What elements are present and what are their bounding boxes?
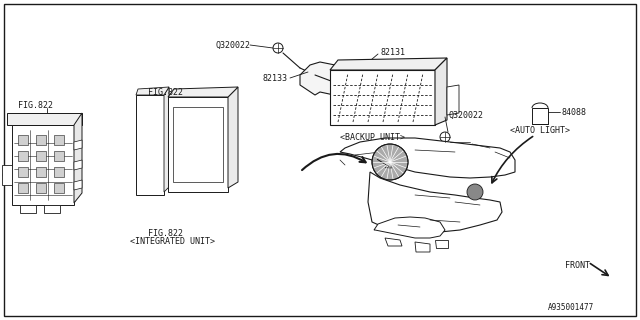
Text: 82133: 82133	[262, 74, 287, 83]
Polygon shape	[385, 238, 402, 246]
Polygon shape	[330, 58, 447, 70]
Text: 84088: 84088	[562, 108, 587, 116]
Polygon shape	[532, 108, 548, 124]
Text: Q320022: Q320022	[215, 41, 250, 50]
Text: FIG.822: FIG.822	[148, 87, 183, 97]
Polygon shape	[54, 183, 64, 193]
Polygon shape	[54, 167, 64, 177]
Polygon shape	[20, 205, 36, 213]
Polygon shape	[168, 97, 228, 192]
Polygon shape	[330, 70, 435, 125]
Polygon shape	[173, 107, 223, 182]
Text: Q320022: Q320022	[448, 110, 483, 119]
Polygon shape	[7, 113, 82, 125]
Polygon shape	[435, 240, 448, 248]
Polygon shape	[2, 165, 12, 185]
Polygon shape	[36, 183, 46, 193]
Polygon shape	[18, 151, 28, 161]
Polygon shape	[374, 217, 445, 238]
Polygon shape	[74, 113, 82, 203]
Polygon shape	[18, 167, 28, 177]
Polygon shape	[36, 167, 46, 177]
Text: <BACKUP UNIT>: <BACKUP UNIT>	[340, 132, 405, 141]
Polygon shape	[36, 135, 46, 145]
Text: <INTEGRATED UNIT>: <INTEGRATED UNIT>	[130, 237, 215, 246]
Polygon shape	[164, 87, 169, 192]
Polygon shape	[340, 138, 515, 178]
Polygon shape	[136, 95, 164, 195]
Polygon shape	[447, 85, 459, 115]
Polygon shape	[44, 205, 60, 213]
Text: <AUTO LIGHT>: <AUTO LIGHT>	[510, 125, 570, 134]
Polygon shape	[74, 180, 82, 190]
Polygon shape	[74, 160, 82, 170]
Polygon shape	[415, 242, 430, 252]
Circle shape	[467, 184, 483, 200]
Polygon shape	[228, 87, 238, 188]
Text: FIG.822: FIG.822	[18, 100, 53, 109]
Circle shape	[152, 143, 156, 147]
Text: A935001477: A935001477	[548, 303, 595, 313]
Polygon shape	[74, 140, 82, 150]
Polygon shape	[36, 151, 46, 161]
Polygon shape	[368, 172, 502, 232]
Circle shape	[372, 144, 408, 180]
Polygon shape	[12, 125, 74, 205]
Text: FRONT: FRONT	[565, 260, 590, 269]
Polygon shape	[168, 87, 238, 97]
Polygon shape	[136, 87, 169, 95]
Polygon shape	[435, 58, 447, 125]
Text: FIG.822: FIG.822	[148, 228, 183, 237]
Polygon shape	[18, 183, 28, 193]
Polygon shape	[54, 151, 64, 161]
Polygon shape	[54, 135, 64, 145]
Text: 82131: 82131	[380, 47, 405, 57]
Polygon shape	[18, 135, 28, 145]
Polygon shape	[300, 62, 370, 98]
